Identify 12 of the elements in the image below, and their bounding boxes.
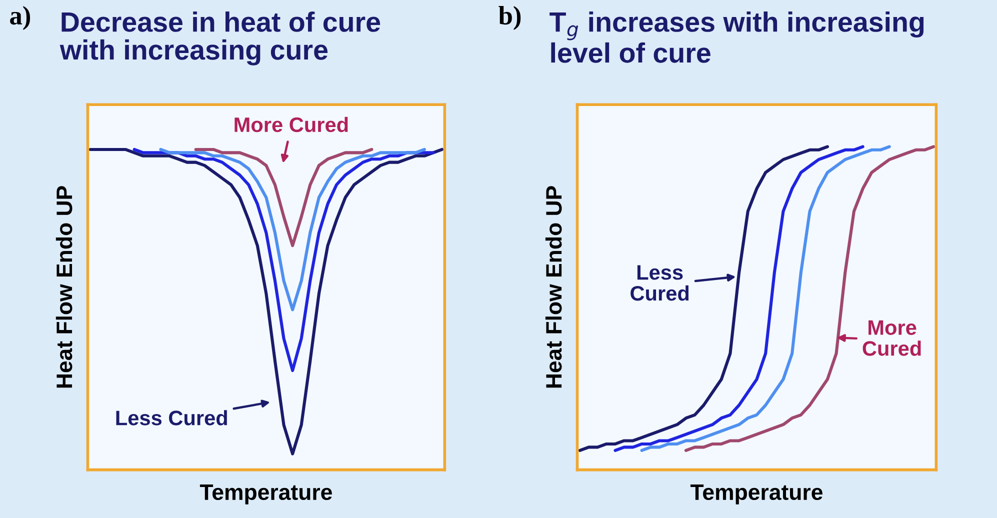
y-axis-title: Heat Flow Endo UP [56,186,72,388]
chart-title: T$_{g}$ increases with increasing level of cure [550,12,924,63]
annotation: More Cured [862,320,921,356]
x-axis-title: Temperature [200,484,332,504]
annotation: Less Cured [116,410,227,426]
annotation: Less Cured [630,265,689,301]
y-axis-title: Heat Flow Endo UP [545,186,562,388]
text: a) [10,6,30,30]
text: b) [498,6,521,30]
text: More Cured [234,116,348,132]
x-axis-title: Temperature [690,484,822,504]
chart-title: Decrease in heat of cure with increasing cure [60,12,380,66]
